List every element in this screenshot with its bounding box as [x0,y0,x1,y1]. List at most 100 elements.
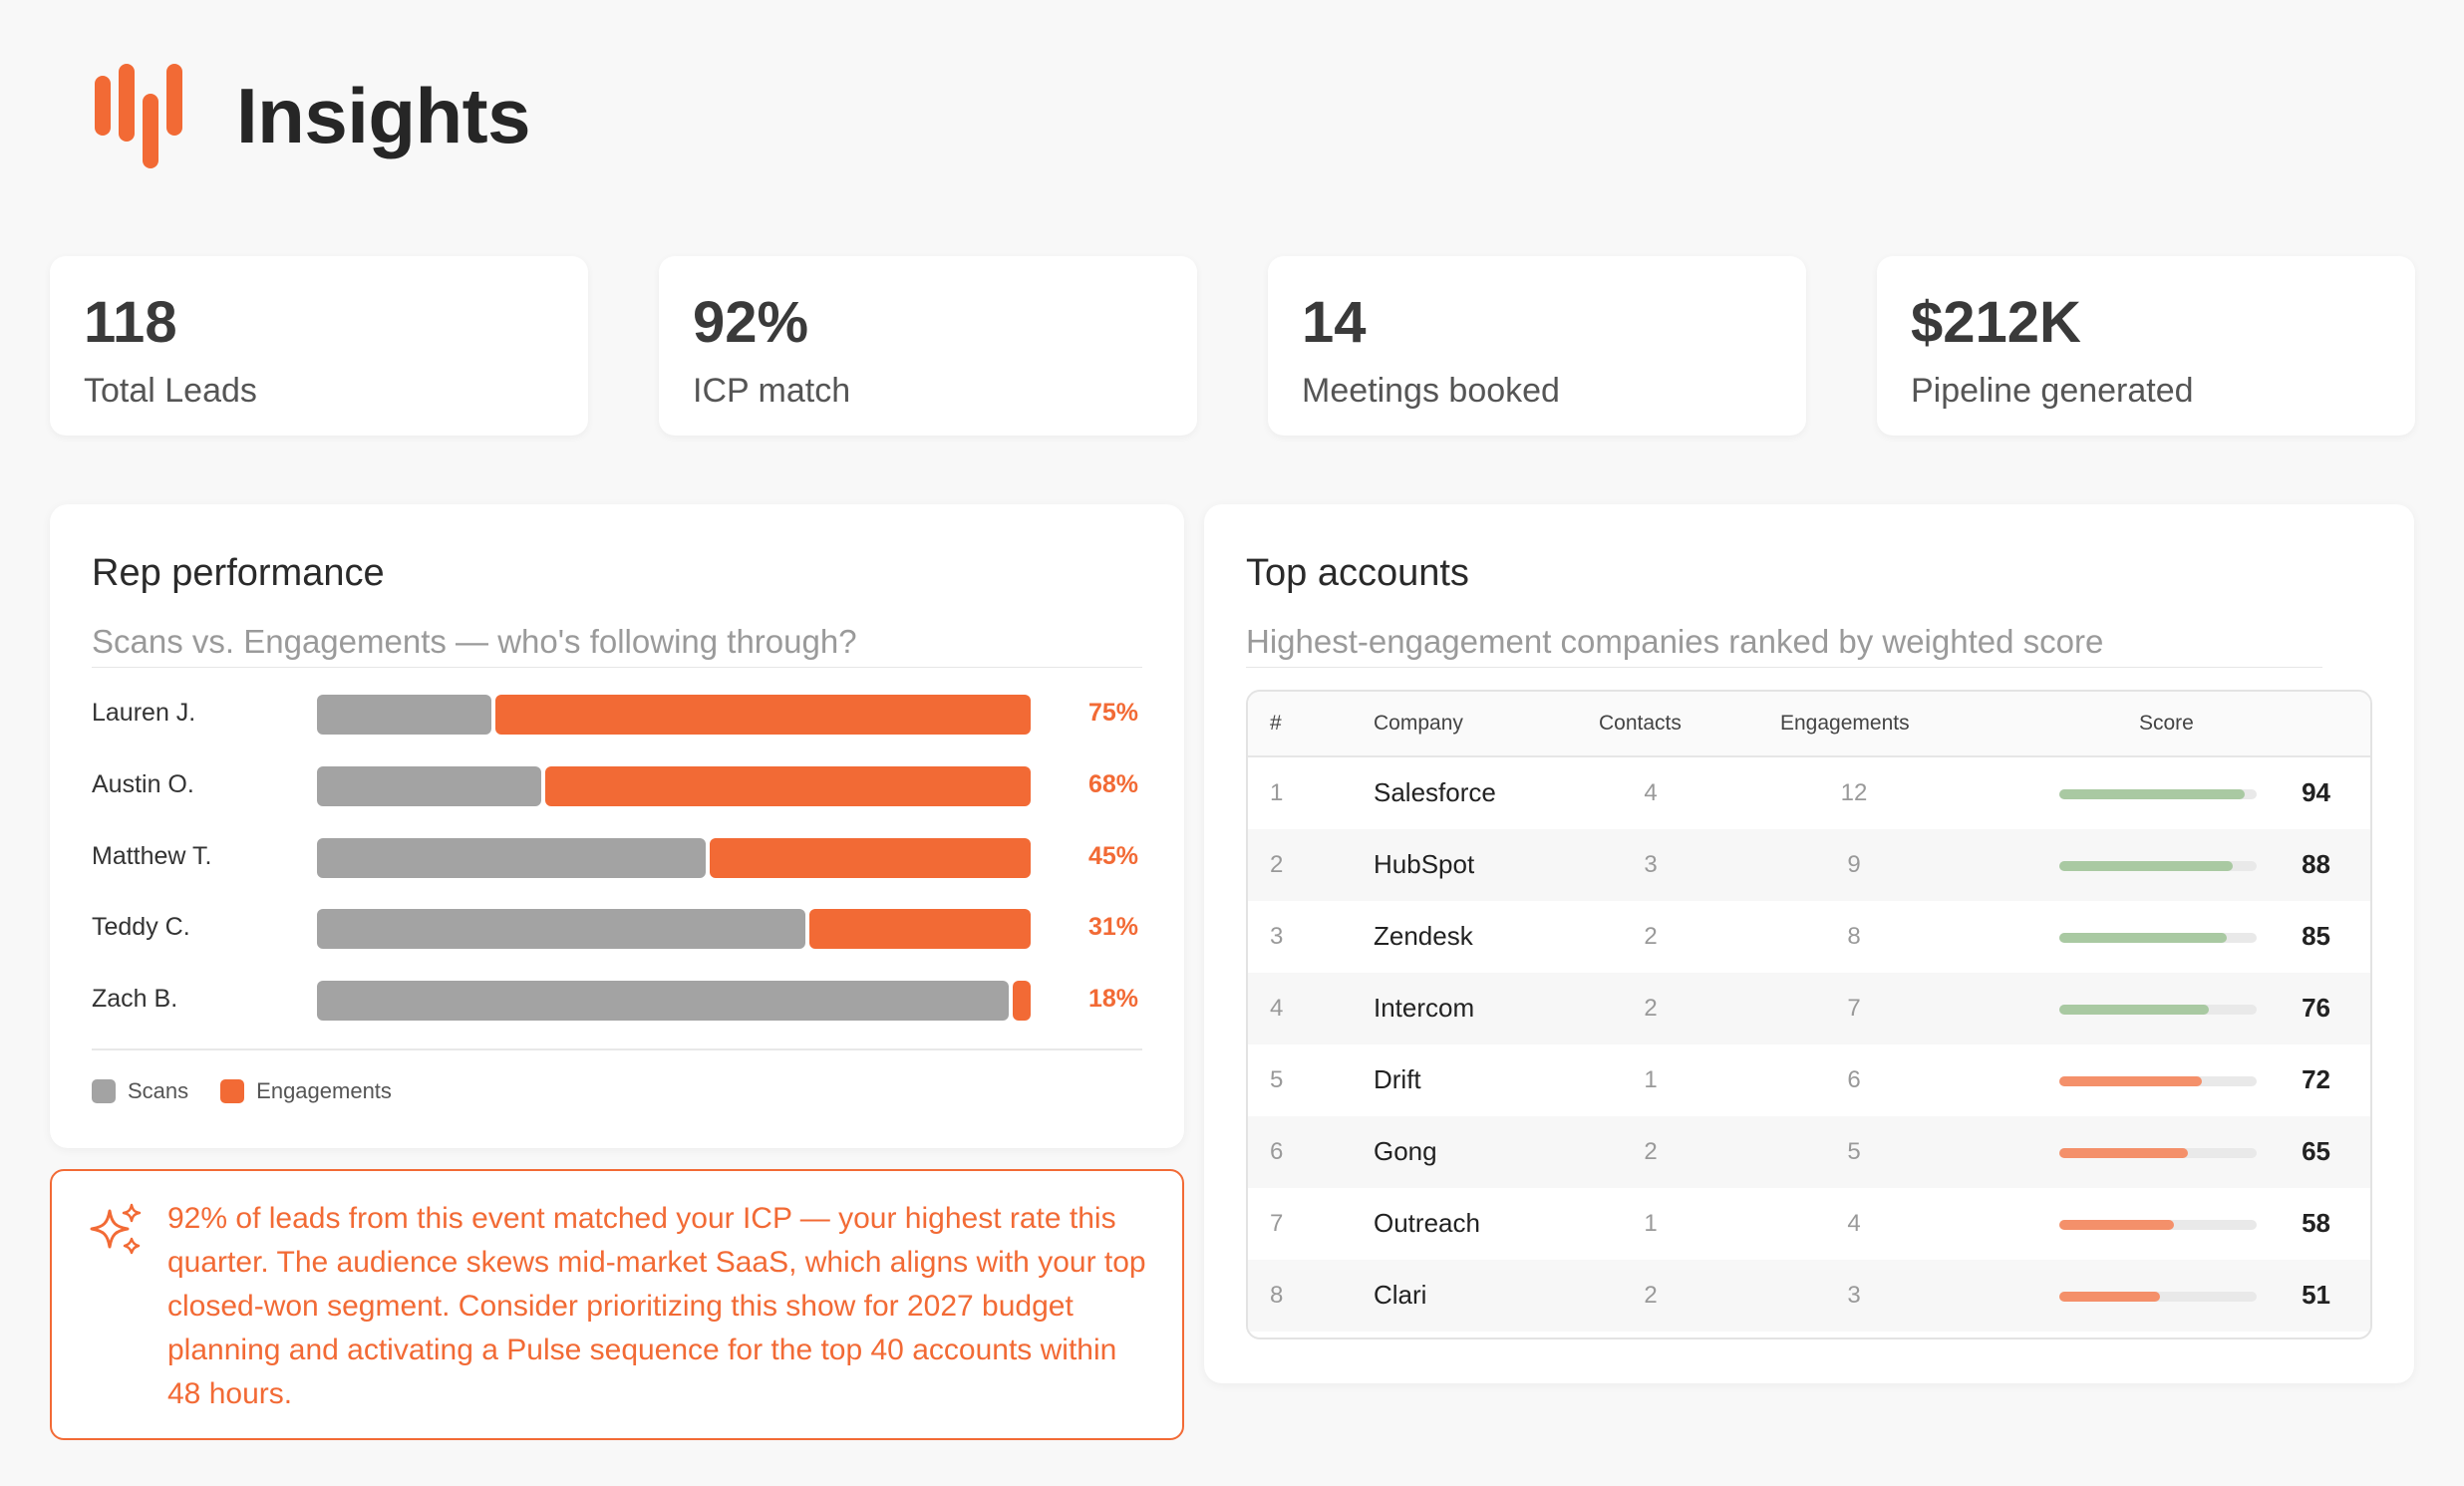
sparkle-icon [90,1203,142,1255]
divider [92,1048,1142,1050]
table-row[interactable]: 6 Gong 2 5 65 [1248,1116,2370,1188]
cell-score: 65 [2302,1136,2330,1166]
rep-bar [317,766,1031,806]
kpi-label: Total Leads [84,372,257,410]
cell-company: Gong [1374,1136,1437,1166]
top-accounts-card: Top accounts Highest-engagement companie… [1204,504,2414,1383]
cell-engagements: 6 [1847,1066,1861,1093]
cell-contacts: 3 [1644,851,1658,878]
kpi-label: Pipeline generated [1911,372,2194,410]
rep-bar [317,695,1031,735]
cell-score: 85 [2302,921,2330,951]
cell-engagements: 5 [1847,1138,1861,1165]
chart-legend: Scans Engagements [92,1078,424,1104]
ai-insight-callout: 92% of leads from this event matched you… [50,1169,1184,1440]
kpi-card-icp-match: 92% ICP match [659,256,1197,436]
cell-contacts: 2 [1644,923,1658,950]
score-bar-fill [2059,861,2233,871]
column-header-score[interactable]: Score [2139,712,2194,735]
rep-name: Lauren J. [92,699,196,727]
rep-performance-card: Rep performance Scans vs. Engagements — … [50,504,1184,1148]
cell-engagements: 7 [1847,995,1861,1022]
engagements-bar-segment [545,766,1031,806]
score-bar-fill [2059,933,2227,943]
score-bar-fill [2059,1148,2188,1158]
cell-engagements: 8 [1847,923,1861,950]
table-row[interactable]: 4 Intercom 2 7 76 [1248,973,2370,1044]
bars-logo-icon [95,64,184,168]
cell-score: 76 [2302,993,2330,1023]
table-row[interactable]: 2 HubSpot 3 9 88 [1248,829,2370,901]
cell-company: HubSpot [1374,849,1475,879]
table-row[interactable]: 3 Zendesk 2 8 85 [1248,901,2370,973]
scans-bar-segment [317,909,805,949]
scans-bar-segment [317,766,541,806]
legend-swatch-engagements [220,1079,245,1103]
card-title: Top accounts [1246,552,1469,594]
score-bar-fill [2059,1220,2174,1230]
rep-name: Matthew T. [92,842,212,870]
rep-row: Matthew T. 45% [92,838,1188,878]
cell-company: Clari [1374,1280,1427,1310]
cell-rank: 6 [1270,1138,1284,1165]
legend-swatch-scans [92,1079,116,1103]
table-row[interactable]: 5 Drift 1 6 72 [1248,1044,2370,1116]
rep-engagement-percent: 45% [1087,842,1138,870]
rep-row: Zach B. 18% [92,981,1188,1021]
score-bar [2059,1005,2257,1015]
cell-company: Salesforce [1374,777,1496,807]
card-title: Rep performance [92,552,385,594]
cell-score: 94 [2302,777,2330,807]
cell-rank: 4 [1270,995,1284,1022]
cell-score: 72 [2302,1064,2330,1094]
score-bar-fill [2059,1292,2160,1302]
engagements-bar-segment [710,838,1031,878]
accounts-table: # Company Contacts Engagements Score 1 Sa… [1246,690,2372,1339]
rep-engagement-percent: 31% [1087,913,1138,941]
score-bar-fill [2059,1005,2209,1015]
rep-bar [317,981,1031,1021]
scans-bar-segment [317,981,1009,1021]
cell-contacts: 1 [1644,1066,1658,1093]
rep-name: Austin O. [92,770,194,798]
cell-company: Outreach [1374,1208,1480,1238]
rep-name: Zach B. [92,985,178,1013]
card-subtitle: Highest-engagement companies ranked by w… [1246,623,2322,668]
kpi-value: 118 [84,290,177,355]
rep-engagement-percent: 75% [1087,699,1138,727]
rep-row: Teddy C. 31% [92,909,1188,949]
cell-score: 88 [2302,849,2330,879]
rep-bar [317,838,1031,878]
kpi-value: 14 [1302,290,1367,355]
column-header-contacts[interactable]: Contacts [1599,712,1682,735]
card-subtitle: Scans vs. Engagements — who's following … [92,623,1142,668]
cell-score: 51 [2302,1280,2330,1310]
cell-engagements: 4 [1847,1210,1861,1237]
page-title: Insights [236,72,531,159]
cell-engagements: 9 [1847,851,1861,878]
score-bar [2059,789,2257,799]
engagements-bar-segment [495,695,1031,735]
score-bar [2059,1076,2257,1086]
column-header-company[interactable]: Company [1374,712,1463,735]
rep-engagement-percent: 68% [1087,770,1138,798]
table-row[interactable]: 1 Salesforce 4 12 94 [1248,757,2370,829]
score-bar [2059,933,2257,943]
table-row[interactable]: 8 Clari 2 3 51 [1248,1260,2370,1332]
rep-engagement-percent: 18% [1087,985,1138,1013]
legend-item-engagements: Engagements [220,1078,392,1104]
cell-rank: 7 [1270,1210,1284,1237]
column-header-rank[interactable]: # [1270,712,1282,735]
rep-bar [317,909,1031,949]
table-row[interactable]: 7 Outreach 1 4 58 [1248,1188,2370,1260]
table-header: # Company Contacts Engagements Score [1248,692,2370,757]
cell-score: 58 [2302,1208,2330,1238]
score-bar [2059,1292,2257,1302]
kpi-card-total-leads: 118 Total Leads [50,256,588,436]
cell-contacts: 2 [1644,1138,1658,1165]
legend-label: Engagements [256,1078,392,1103]
scans-bar-segment [317,695,491,735]
cell-company: Zendesk [1374,921,1473,951]
column-header-engagements[interactable]: Engagements [1780,712,1910,735]
engagements-bar-segment [1013,981,1031,1021]
